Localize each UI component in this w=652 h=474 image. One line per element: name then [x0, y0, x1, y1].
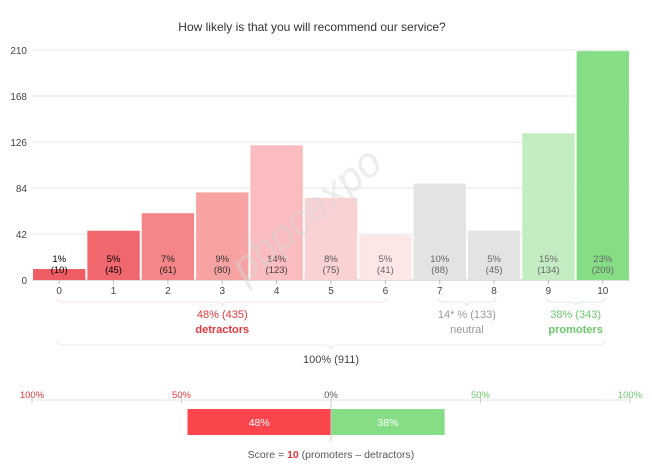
promoters-brace	[545, 297, 606, 307]
bar-count-label: (88)	[431, 265, 448, 276]
bar-count-label: (41)	[377, 265, 394, 276]
promoters-score-label: 38%	[377, 417, 398, 429]
detractors-score-label: 48%	[249, 417, 270, 429]
bar-percent-label: 10%	[430, 254, 450, 265]
bar	[196, 192, 249, 280]
score-prefix: Score =	[248, 449, 287, 461]
bar-count-label: (10)	[51, 265, 68, 276]
neutral-brace	[437, 297, 497, 307]
x-tick-label: 0	[56, 286, 62, 297]
x-tick-label: 4	[274, 286, 280, 297]
bar-count-label: (45)	[105, 265, 122, 276]
y-tick-label: 42	[16, 230, 28, 241]
bar-percent-label: 5%	[487, 254, 501, 265]
bar-percent-label: 14%	[267, 254, 287, 265]
chart-title: How likely is that you will recommend ou…	[178, 20, 446, 34]
promoters-score-bar	[331, 409, 445, 435]
neutral-label: neutral	[450, 324, 484, 336]
bar-percent-label: 15%	[539, 254, 559, 265]
score-tick-label: 50%	[471, 390, 491, 401]
promoters-label: promoters	[548, 324, 602, 336]
bar-percent-label: 9%	[215, 254, 229, 265]
bar-percent-label: 8%	[324, 254, 338, 265]
bar	[467, 230, 521, 280]
x-tick-label: 1	[111, 286, 117, 297]
bar-count-label: (75)	[323, 265, 340, 276]
score-panel: 100% 50% 0% 50% 100% 48% 38% Score = 10 (promot…	[20, 390, 643, 461]
score-value: 10	[287, 449, 299, 461]
bar-count-label: (209)	[592, 265, 614, 276]
x-tick-label: 2	[165, 286, 171, 297]
bar-percent-label: 5%	[107, 254, 121, 265]
y-tick-label: 84	[16, 184, 28, 195]
score-tick-label: 100%	[618, 390, 643, 401]
bar	[304, 197, 358, 280]
x-tick-label: 5	[328, 286, 334, 297]
x-tick-label: 3	[219, 286, 225, 297]
promoters-value: 38% (343)	[550, 309, 601, 321]
score-tick-label: 0%	[324, 390, 338, 401]
bar-count-label: (61)	[159, 265, 176, 276]
total-value: 100% (911)	[303, 354, 359, 366]
bar-count-label: (80)	[214, 265, 231, 276]
score-tick-label: 50%	[172, 390, 192, 401]
x-tick-label: 8	[491, 286, 497, 297]
bar-count-label: (134)	[537, 265, 559, 276]
bar-count-label: (45)	[486, 265, 503, 276]
bar	[413, 183, 466, 280]
x-tick-label: 9	[546, 286, 552, 297]
neutral-value: 14* % (133)	[438, 309, 496, 321]
bar	[576, 51, 629, 280]
detractors-brace	[56, 297, 388, 307]
bar-percent-label: 7%	[161, 254, 175, 265]
bar	[141, 213, 195, 280]
detractors-label: detractors	[195, 324, 249, 336]
y-tick-label: 126	[10, 138, 27, 149]
bar	[87, 230, 140, 280]
y-tick-label: 0	[21, 276, 27, 287]
bar-percent-label: 5%	[378, 254, 392, 265]
bar	[522, 133, 575, 280]
total-brace	[56, 339, 606, 351]
detractors-score-bar	[187, 409, 331, 435]
bars: 1%(10)05%(45)17%(61)29%(80)314%(123)48%(…	[33, 51, 629, 297]
x-tick-label: 6	[383, 286, 389, 297]
bar-count-label: (123)	[266, 265, 288, 276]
group-annotations: 48% (435) detractors 14* % (133) neutral 38%…	[56, 297, 606, 366]
bar-percent-label: 1%	[52, 254, 66, 265]
score-suffix: (promoters – detractors)	[299, 449, 415, 461]
score-text: Score = 10 (promoters – detractors)	[248, 449, 415, 461]
score-tick-label: 100%	[20, 390, 45, 401]
y-tick-label: 168	[10, 92, 27, 103]
x-tick-label: 10	[597, 286, 609, 297]
detractors-value: 48% (435)	[197, 309, 248, 321]
bar-percent-label: 23%	[593, 254, 613, 265]
x-tick-label: 7	[437, 286, 443, 297]
y-tick-label: 210	[10, 46, 27, 57]
bar	[250, 145, 303, 280]
bar	[359, 235, 412, 280]
bar	[33, 269, 86, 280]
